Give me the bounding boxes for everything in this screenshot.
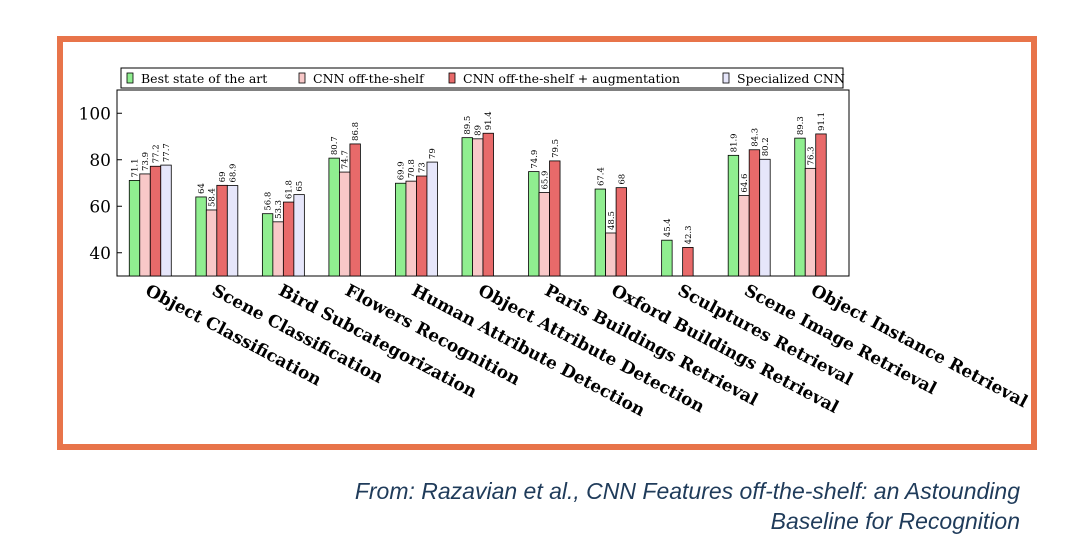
legend-entry: CNN off-the-shelf + augmentation [463, 71, 680, 86]
bar [416, 175, 428, 277]
bar [405, 180, 417, 277]
data-label: 70.8 [407, 159, 417, 178]
bar [538, 192, 550, 277]
data-label: 73 [418, 162, 428, 173]
bar [472, 138, 484, 277]
data-label: 53.3 [274, 200, 284, 219]
bar [794, 137, 806, 277]
bar [328, 157, 340, 277]
data-label: 79.5 [551, 139, 561, 158]
bar [395, 182, 407, 277]
data-label: 64.6 [740, 174, 750, 193]
bar [139, 173, 151, 277]
bar [549, 160, 561, 277]
data-label: 80.7 [330, 136, 340, 155]
source-caption: From: Razavian et al., CNN Features off-… [120, 476, 1020, 536]
caption-line-1: From: Razavian et al., CNN Features off-… [354, 478, 1020, 504]
legend-entry: Best state of the art [141, 71, 267, 86]
data-label: 89.5 [463, 116, 473, 135]
bar [128, 180, 141, 277]
bar [205, 209, 218, 277]
data-label: 81.9 [729, 133, 739, 152]
data-label: 89.3 [796, 116, 806, 135]
data-label: 77.2 [152, 144, 162, 163]
y-tick-label: 80 [89, 151, 111, 171]
bar [293, 194, 305, 277]
bar [282, 201, 295, 277]
data-label: 91.4 [484, 111, 494, 130]
legend-swatch [126, 72, 134, 84]
bar [804, 167, 817, 277]
bar [272, 221, 284, 277]
y-tick-label: 60 [89, 197, 111, 217]
bar [339, 171, 351, 277]
data-label: 68.9 [229, 164, 239, 183]
bar [226, 185, 239, 277]
bar [149, 165, 162, 277]
y-tick-label: 100 [79, 104, 111, 124]
bar [195, 196, 207, 277]
data-label: 67.4 [596, 167, 606, 186]
data-label: 65.9 [540, 171, 550, 190]
chart-frame: 40 60 80 100 71.1 73.9 77.2 77.7 Object Classifi… [57, 36, 1037, 450]
bar [682, 247, 694, 277]
data-label: 91.1 [817, 112, 827, 131]
data-label: 84.3 [750, 128, 760, 147]
data-label: 56.8 [264, 192, 274, 211]
bar [216, 184, 228, 277]
data-label: 69.9 [397, 161, 407, 180]
legend-entry: Specialized CNN [737, 71, 845, 86]
data-label: 79 [428, 148, 438, 159]
legend-swatch [298, 72, 306, 84]
bar [528, 171, 540, 277]
data-label: 68 [617, 174, 627, 185]
data-label: 73.9 [141, 152, 151, 171]
bar [461, 137, 473, 277]
bar [160, 164, 172, 277]
data-label: 61.8 [285, 180, 295, 199]
bar [661, 239, 673, 277]
bar [759, 158, 771, 277]
data-label: 71.1 [131, 159, 141, 178]
bar [349, 143, 361, 277]
data-label: 77.7 [162, 143, 172, 162]
legend-swatch [448, 72, 456, 84]
data-label: 74.7 [341, 150, 351, 169]
data-label: 76.3 [806, 146, 816, 165]
bar [615, 187, 627, 277]
caption-line-2: Baseline for Recognition [770, 508, 1020, 534]
bar [605, 232, 617, 277]
data-label: 58.4 [208, 188, 218, 207]
data-label: 69 [218, 171, 228, 182]
bar [482, 132, 494, 277]
data-label: 64 [197, 183, 207, 194]
data-label: 48.5 [607, 211, 617, 230]
data-label: 89 [474, 125, 484, 136]
legend-swatch [722, 72, 730, 84]
bar [261, 213, 274, 277]
bar [426, 161, 438, 277]
data-label: 42.3 [684, 225, 694, 244]
bar [738, 195, 750, 277]
data-label: 74.9 [530, 150, 540, 169]
data-label: 45.4 [663, 218, 673, 237]
legend-entry: CNN off-the-shelf [313, 71, 425, 86]
bar [815, 133, 827, 277]
data-label: 86.8 [351, 122, 361, 141]
y-tick-label: 40 [89, 244, 111, 264]
bar [594, 188, 606, 277]
bar [748, 149, 761, 277]
bar [727, 154, 740, 277]
data-label: 80.2 [761, 137, 771, 156]
data-label: 65 [295, 181, 305, 192]
